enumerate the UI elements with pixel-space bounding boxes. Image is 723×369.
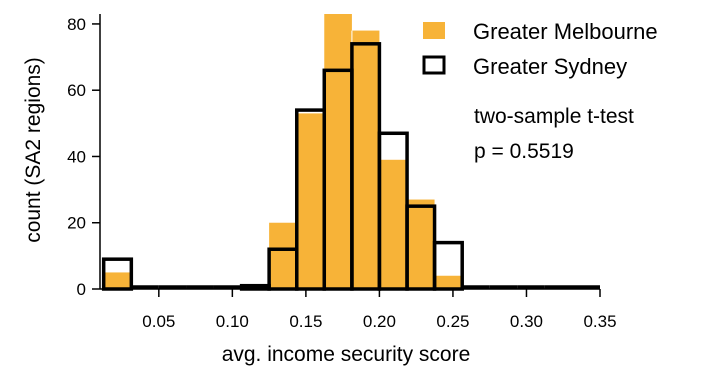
y-tick-label: 60 <box>67 81 86 100</box>
legend-swatch-sydney <box>422 55 446 75</box>
melbourne-bar <box>269 222 297 289</box>
legend-swatch-melbourne <box>423 22 445 39</box>
x-tick-label: 0.35 <box>583 312 616 331</box>
x-tick-label: 0.30 <box>510 312 543 331</box>
y-tick-label: 80 <box>67 15 86 34</box>
y-tick-label: 0 <box>77 280 86 299</box>
legend-label-sydney: Greater Sydney <box>473 54 627 79</box>
legend: Greater Melbourne Greater Sydney <box>422 19 658 79</box>
x-tick-label: 0.05 <box>142 312 175 331</box>
y-axis-ticks: 0 20 40 60 80 <box>67 15 100 299</box>
x-axis-label: avg. income security score <box>222 343 471 366</box>
y-axis-label: count (SA2 regions) <box>22 57 45 243</box>
melbourne-bar <box>351 30 380 290</box>
test-annotation-line1: two-sample t-test <box>474 105 634 128</box>
x-tick-label: 0.10 <box>216 312 249 331</box>
x-axis-ticks: 0.05 0.10 0.15 0.20 0.25 0.30 0.35 <box>142 289 617 331</box>
y-tick-label: 20 <box>67 214 86 233</box>
melbourne-bar <box>103 272 132 289</box>
y-tick-label: 40 <box>67 147 86 166</box>
x-tick-label: 0.20 <box>363 312 396 331</box>
melbourne-bar <box>296 113 325 290</box>
test-annotation-line2: p = 0.5519 <box>474 140 574 163</box>
melbourne-bar <box>324 14 352 289</box>
legend-label-melbourne: Greater Melbourne <box>473 19 658 44</box>
melbourne-bar <box>407 199 435 289</box>
sydney-series <box>101 42 600 291</box>
x-tick-label: 0.15 <box>289 312 322 331</box>
melbourne-bar <box>379 159 408 289</box>
melbourne-bar <box>434 275 463 289</box>
x-tick-label: 0.25 <box>436 312 469 331</box>
